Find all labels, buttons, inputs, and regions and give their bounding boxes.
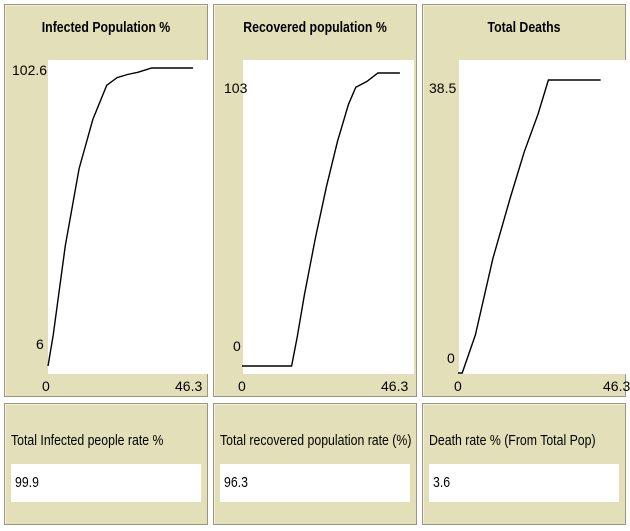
- plot-area: [48, 60, 208, 374]
- monitor-total-recovered-rate: Total recovered population rate (%) 96.3: [213, 403, 417, 525]
- y-min-tick-label: 0: [233, 338, 241, 354]
- plot-title: Infected Population %: [41, 19, 171, 36]
- series-line-deaths: [458, 79, 601, 374]
- plot-total-deaths: Total Deaths 38.5 0 0 46.3: [422, 4, 630, 397]
- monitor-value: 96.3: [224, 474, 248, 491]
- monitor-value-box: 99.9: [11, 464, 201, 502]
- y-max-tick-label: 102.6: [12, 62, 47, 78]
- infected-chart-svg: 102.6 6 0 46.3: [12, 60, 208, 394]
- monitor-label: Death rate % (From Total Pop): [429, 432, 596, 449]
- series-line-infected: [47, 67, 194, 367]
- plot-title: Total Deaths: [487, 19, 561, 36]
- deaths-chart-svg: 38.5 0 0 46.3: [429, 60, 630, 394]
- plot-recovered-population: Recovered population % 103 0 0 46.3: [213, 4, 417, 397]
- monitor-value: 3.6: [433, 474, 451, 491]
- x-min-tick-label: 0: [42, 378, 50, 394]
- y-max-tick-label: 38.5: [429, 80, 456, 96]
- monitor-label: Total recovered population rate (%): [220, 432, 412, 449]
- monitor-value: 99.9: [15, 474, 39, 491]
- plot-infected-population: Infected Population % 102.6 6 0 46.3: [4, 4, 208, 397]
- recovered-chart-svg: 103 0 0 46.3: [224, 60, 414, 394]
- y-min-tick-label: 0: [447, 350, 455, 366]
- monitor-label: Total Infected people rate %: [11, 432, 164, 449]
- monitor-value-box: 96.3: [220, 464, 410, 502]
- y-min-tick-label: 6: [36, 336, 44, 352]
- monitor-total-infected-rate: Total Infected people rate % 99.9: [4, 403, 208, 525]
- plot-area: [459, 60, 627, 374]
- x-max-tick-label: 46.3: [175, 378, 202, 394]
- x-max-tick-label: 46.3: [381, 378, 408, 394]
- series-line-recovered: [242, 72, 400, 367]
- x-max-tick-label: 46.3: [603, 378, 630, 394]
- plot-area: [243, 60, 414, 374]
- x-min-tick-label: 0: [238, 378, 246, 394]
- x-min-tick-label: 0: [454, 378, 462, 394]
- y-max-tick-label: 103: [224, 80, 248, 96]
- plot-title: Recovered population %: [243, 19, 387, 36]
- monitor-death-rate: Death rate % (From Total Pop) 3.6: [422, 403, 626, 525]
- monitor-value-box: 3.6: [429, 464, 619, 502]
